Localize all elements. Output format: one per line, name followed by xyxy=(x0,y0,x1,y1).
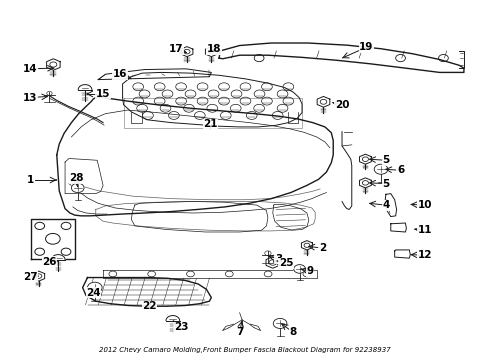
Text: 3: 3 xyxy=(274,254,282,264)
Polygon shape xyxy=(265,257,279,268)
Text: 7: 7 xyxy=(235,327,243,337)
Polygon shape xyxy=(33,271,44,281)
Text: 26: 26 xyxy=(42,257,57,267)
Circle shape xyxy=(373,164,387,174)
Circle shape xyxy=(273,319,286,328)
Text: 2012 Chevy Camaro Molding,Front Bumper Fascia Blackout Diagram for 92238937: 2012 Chevy Camaro Molding,Front Bumper F… xyxy=(99,347,389,353)
Circle shape xyxy=(71,183,84,193)
Text: 8: 8 xyxy=(289,327,296,337)
Text: 4: 4 xyxy=(382,200,389,210)
Text: 27: 27 xyxy=(22,272,37,282)
Text: 23: 23 xyxy=(174,322,188,332)
Text: 2: 2 xyxy=(318,243,325,253)
Polygon shape xyxy=(205,46,217,57)
Polygon shape xyxy=(359,178,370,188)
Polygon shape xyxy=(317,96,329,107)
Polygon shape xyxy=(181,46,192,57)
Text: 9: 9 xyxy=(306,266,313,276)
Text: 10: 10 xyxy=(417,200,431,210)
Text: 24: 24 xyxy=(86,288,101,298)
Text: 6: 6 xyxy=(396,165,404,175)
Text: 16: 16 xyxy=(113,69,127,79)
Text: 12: 12 xyxy=(417,250,431,260)
Polygon shape xyxy=(359,154,370,164)
Text: 5: 5 xyxy=(382,179,389,189)
Circle shape xyxy=(293,265,305,273)
Text: 13: 13 xyxy=(22,93,37,103)
Polygon shape xyxy=(51,255,65,260)
Text: 18: 18 xyxy=(206,44,221,54)
Text: 5: 5 xyxy=(382,155,389,165)
Polygon shape xyxy=(78,85,92,90)
Text: 28: 28 xyxy=(69,173,83,183)
Polygon shape xyxy=(301,240,312,250)
Text: 14: 14 xyxy=(22,64,37,74)
Text: 19: 19 xyxy=(359,42,373,52)
Text: 17: 17 xyxy=(168,44,183,54)
Circle shape xyxy=(87,282,102,293)
Text: 25: 25 xyxy=(278,258,293,268)
Text: 20: 20 xyxy=(334,100,348,110)
Text: 1: 1 xyxy=(26,175,34,185)
Text: 15: 15 xyxy=(96,89,110,99)
Text: 21: 21 xyxy=(203,120,217,129)
Polygon shape xyxy=(46,59,60,70)
Polygon shape xyxy=(165,316,179,320)
Text: 11: 11 xyxy=(417,225,431,235)
Text: 22: 22 xyxy=(142,301,156,311)
